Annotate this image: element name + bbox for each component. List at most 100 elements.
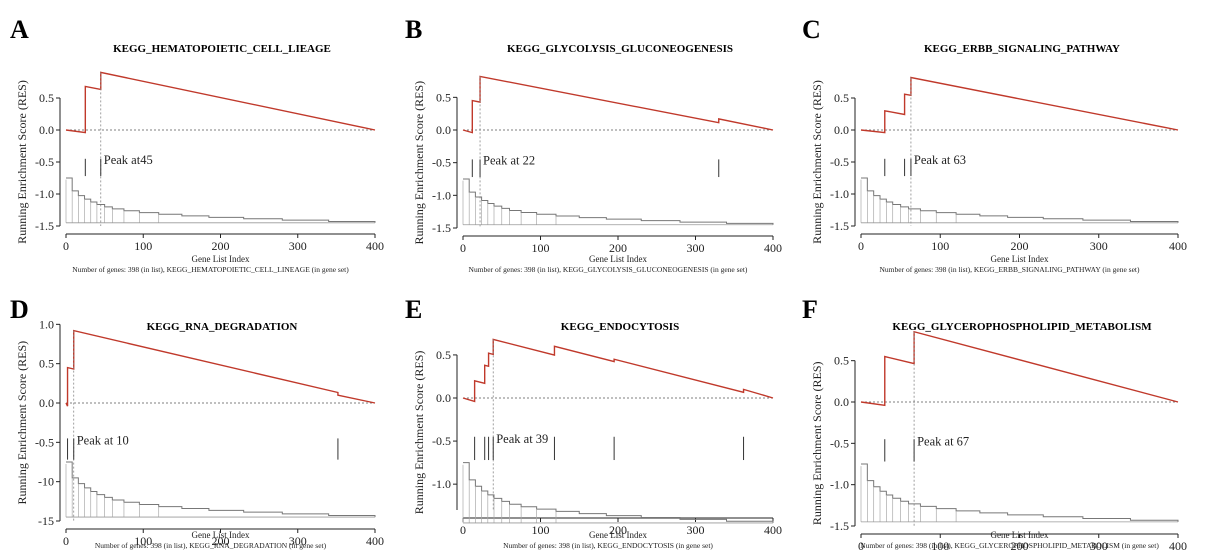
es-curve <box>860 76 1179 134</box>
y-tick-label: -1.5 <box>830 219 849 233</box>
y-tick-label: 0.0 <box>39 123 54 137</box>
ranked-metric-curve <box>463 462 774 523</box>
ranked-metric-curve <box>66 461 376 518</box>
y-axis-label: Running Enrichment Score (RES) <box>15 80 29 244</box>
es-curve <box>65 329 376 407</box>
x-tick-label: 100 <box>134 239 152 253</box>
panel-letter: C <box>802 15 821 44</box>
x-axis-label: Gene List Index <box>589 254 647 264</box>
x-tick-label: 100 <box>931 239 949 253</box>
panel-letter: B <box>405 15 422 44</box>
peak-label: Peak at 63 <box>914 153 966 167</box>
x-tick-label: 400 <box>1169 239 1187 253</box>
x-tick-label: 300 <box>289 534 307 548</box>
x-tick-label: 400 <box>764 241 782 255</box>
chart-title: KEGG_RNA_DEGRADATION <box>147 321 298 333</box>
panel-f: F KEGG_GLYCEROPHOSPHOLIPID_METABOLISM 0.5 0… <box>802 295 1187 553</box>
y-tick-label: -0.5 <box>830 155 849 169</box>
y-tick-label: 0.5 <box>39 357 54 371</box>
y-tick-label: 0.5 <box>436 90 451 104</box>
x-tick-label: 200 <box>609 241 627 255</box>
x-tick-label: 200 <box>212 534 230 548</box>
es-curve <box>462 75 774 134</box>
y-tick-label: -1.0 <box>35 187 54 201</box>
peak-label: Peak at 39 <box>496 432 548 446</box>
x-tick-label: 200 <box>212 239 230 253</box>
x-tick-label: 300 <box>687 523 705 537</box>
gene-count-note: Number of genes: 398 (in list), KEGG_GLY… <box>860 541 1159 550</box>
y-tick-label: -1.5 <box>830 519 849 533</box>
x-tick-label: 0 <box>858 239 864 253</box>
y-tick-label: -15 <box>38 514 54 528</box>
y-tick-label: -0.5 <box>432 156 451 170</box>
y-tick-label: -1.0 <box>830 478 849 492</box>
x-axis-label: Gene List Index <box>991 530 1049 540</box>
x-tick-label: 0 <box>63 534 69 548</box>
x-tick-label: 400 <box>1169 539 1187 553</box>
gene-count-note: Number of genes: 398 (in list), KEGG_END… <box>503 541 713 550</box>
y-axis-label: Running Enrichment Score (RES) <box>810 80 824 244</box>
chart-title: KEGG_HEMATOPOIETIC_CELL_LIEAGE <box>113 43 331 55</box>
y-tick-label: -1.0 <box>432 477 451 491</box>
chart-title: KEGG_ERBB_SIGNALING_PATHWAY <box>924 43 1120 55</box>
y-axis-label: Running Enrichment Score (RES) <box>412 81 426 245</box>
y-tick-label: 0.0 <box>834 123 849 137</box>
x-tick-label: 200 <box>1011 539 1029 553</box>
gene-count-note: Number of genes: 398 (in list), KEGG_ERB… <box>880 265 1140 274</box>
panel-letter: A <box>10 15 29 44</box>
x-tick-label: 400 <box>366 239 384 253</box>
y-tick-label: -0.5 <box>35 435 54 449</box>
x-tick-label: 400 <box>366 534 384 548</box>
y-tick-label: 0.0 <box>39 396 54 410</box>
x-tick-label: 0 <box>460 241 466 255</box>
panel-d: D KEGG_RNA_DEGRADATION 1.0 0.5 0.0 -0.5 -10 -15… <box>10 295 384 550</box>
chart-title: KEGG_GLYCEROPHOSPHOLIPID_METABOLISM <box>892 321 1152 333</box>
y-tick-label: 0.5 <box>436 348 451 362</box>
y-tick-label: -1.5 <box>432 221 451 235</box>
x-tick-label: 300 <box>289 239 307 253</box>
y-tick-label: -1.0 <box>830 187 849 201</box>
panel-letter: D <box>10 295 29 324</box>
x-tick-label: 0 <box>858 539 864 553</box>
y-tick-label: 1.0 <box>39 317 54 331</box>
y-tick-label: -1.5 <box>35 219 54 233</box>
panel-b: B KEGG_GLYCOLYSIS_GLUCONEOGENESIS 0.5 0.0 -0… <box>405 15 782 274</box>
y-axis-label: Running Enrichment Score (RES) <box>810 362 824 526</box>
x-tick-label: 300 <box>1090 539 1108 553</box>
x-tick-label: 100 <box>532 241 550 255</box>
x-axis-label: Gene List Index <box>589 530 647 540</box>
gene-count-note: Number of genes: 398 (in list), KEGG_GLY… <box>469 265 748 274</box>
peak-label: Peak at45 <box>104 153 153 167</box>
panel-e: E KEGG_ENDOCYTOSIS 0.5 0.0 -0.5 -1.0 Running E… <box>405 295 782 550</box>
peak-label: Peak at 10 <box>77 433 129 447</box>
x-axis-label: Gene List Index <box>192 530 250 540</box>
es-curve <box>860 330 1179 407</box>
x-axis-label: Gene List Index <box>991 254 1049 264</box>
x-tick-label: 200 <box>1011 239 1029 253</box>
y-tick-label: 0.5 <box>834 354 849 368</box>
x-tick-label: 100 <box>931 539 949 553</box>
gene-count-note: Number of genes: 398 (in list), KEGG_RNA… <box>95 541 327 550</box>
x-tick-label: 100 <box>532 523 550 537</box>
gene-count-note: Number of genes: 398 (in list), KEGG_HEM… <box>72 265 349 274</box>
y-tick-label: -0.5 <box>830 436 849 450</box>
peak-label: Peak at 67 <box>917 434 969 448</box>
x-tick-label: 300 <box>687 241 705 255</box>
peak-label: Peak at 22 <box>483 154 535 168</box>
panel-c: C KEGG_ERBB_SIGNALING_PATHWAY 0.5 0.0 -0.5 -1… <box>802 15 1187 274</box>
y-tick-label: 0.5 <box>39 91 54 105</box>
x-tick-label: 300 <box>1090 239 1108 253</box>
y-axis-label: Running Enrichment Score (RES) <box>15 341 29 505</box>
x-tick-label: 0 <box>63 239 69 253</box>
x-tick-label: 100 <box>134 534 152 548</box>
chart-title: KEGG_ENDOCYTOSIS <box>561 321 679 333</box>
y-tick-label: 0.0 <box>436 391 451 405</box>
y-tick-label: -0.5 <box>432 434 451 448</box>
chart-title: KEGG_GLYCOLYSIS_GLUCONEOGENESIS <box>507 43 733 55</box>
es-curve <box>462 338 774 403</box>
y-tick-label: 0.0 <box>436 123 451 137</box>
x-tick-label: 400 <box>764 523 782 537</box>
y-tick-label: -10 <box>38 475 54 489</box>
panel-a: A KEGG_HEMATOPOIETIC_CELL_LIEAGE 0.5 0.0 -0.… <box>10 15 384 274</box>
